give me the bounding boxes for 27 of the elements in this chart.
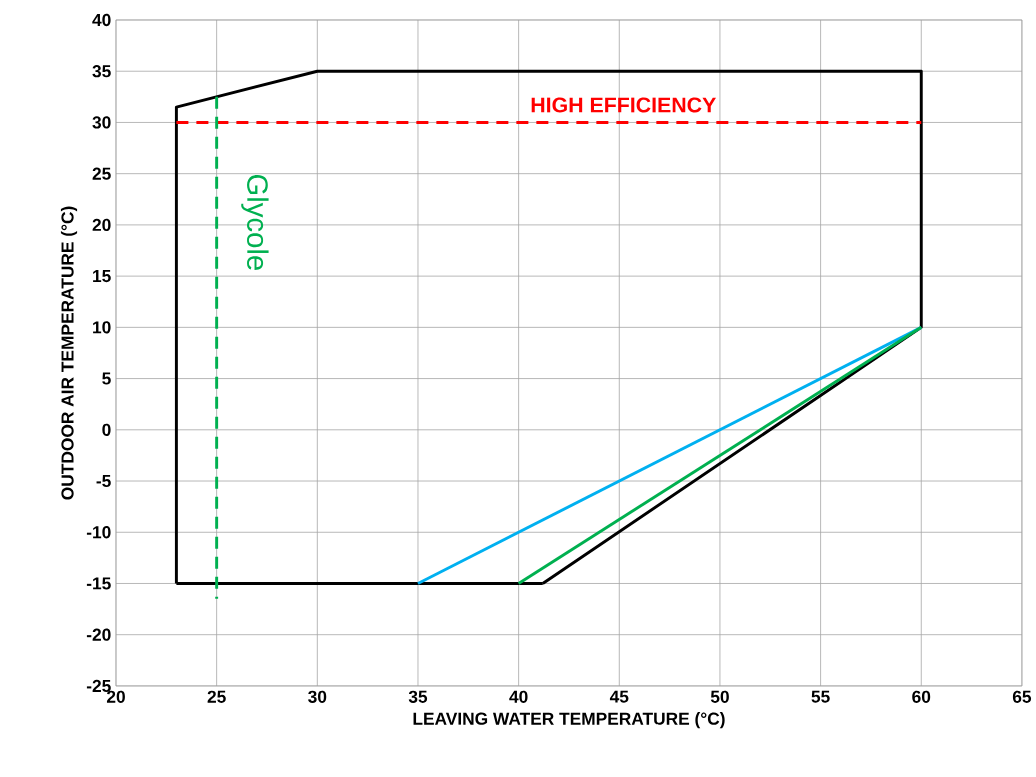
x-tick-label: 30 — [308, 690, 327, 703]
x-tick-label: 35 — [408, 690, 428, 703]
y-axis-title: OUTDOOR AIR TEMPERATURE (°C) — [60, 206, 78, 500]
y-tick-label: -5 — [96, 475, 111, 488]
y-tick-label: 0 — [102, 423, 111, 436]
y-tick-label: -10 — [86, 526, 111, 539]
x-tick-label: 55 — [811, 690, 830, 703]
series-label: HIGH EFFICIENCY — [531, 97, 716, 113]
y-tick-label: 40 — [92, 13, 111, 27]
y-tick-label: 5 — [102, 372, 111, 385]
y-tick-label: 15 — [93, 270, 111, 283]
y-tick-label: 20 — [92, 218, 111, 232]
x-tick-label: 50 — [710, 690, 729, 703]
x-tick-label: 45 — [609, 690, 629, 703]
x-tick-label: 65 — [1012, 690, 1032, 703]
x-tick-label: 40 — [509, 690, 528, 703]
y-tick-label: -25 — [86, 679, 111, 693]
y-tick-label: -20 — [86, 628, 111, 641]
y-tick-label: 35 — [92, 65, 111, 78]
y-tick-label: -15 — [86, 577, 111, 590]
y-tick-label: 25 — [92, 167, 111, 180]
x-axis-title: LEAVING WATER TEMPERATURE (°C) — [413, 712, 725, 729]
y-tick-label: 30 — [92, 116, 111, 129]
y-tick-label: 10 — [93, 321, 111, 334]
x-tick-label: 25 — [207, 690, 226, 703]
text: Glycole — [241, 174, 269, 270]
x-tick-label: 60 — [912, 690, 931, 703]
